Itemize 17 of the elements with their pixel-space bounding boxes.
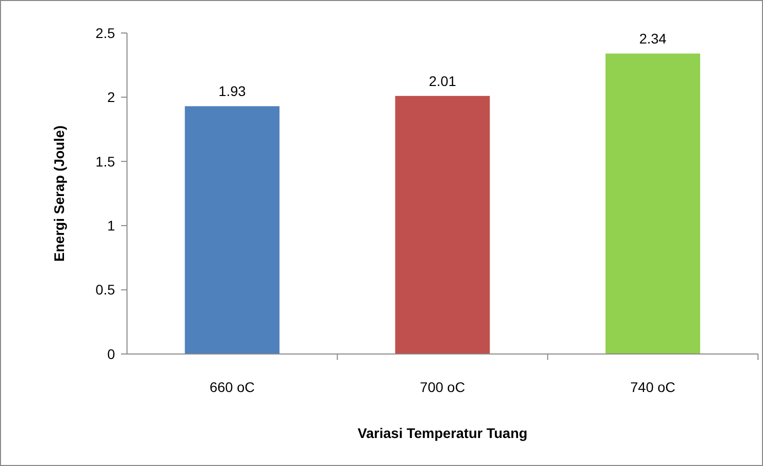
x-tick-label: 700 oC [420,379,466,395]
y-tick-label: 2.5 [96,24,116,41]
bar [184,106,280,354]
bar [606,54,700,354]
data-label: 1.93 [218,83,246,100]
data-label: 2.01 [428,72,456,89]
y-tick-label: 1 [107,218,116,234]
y-tick-label: 1.5 [96,153,116,170]
bar [395,96,490,354]
y-tick-label: 0.5 [96,282,116,298]
y-tick-label: 0 [107,346,116,362]
x-axis-title: Variasi Temperatur Tuang [358,425,528,441]
y-tick-label: 2 [107,89,116,106]
x-tick-label: 740 oC [630,379,676,395]
y-axis-title: Energi Serap (Joule) [51,125,67,262]
data-label: 2.34 [639,30,667,47]
x-tick-label: 660 oC [210,379,255,395]
